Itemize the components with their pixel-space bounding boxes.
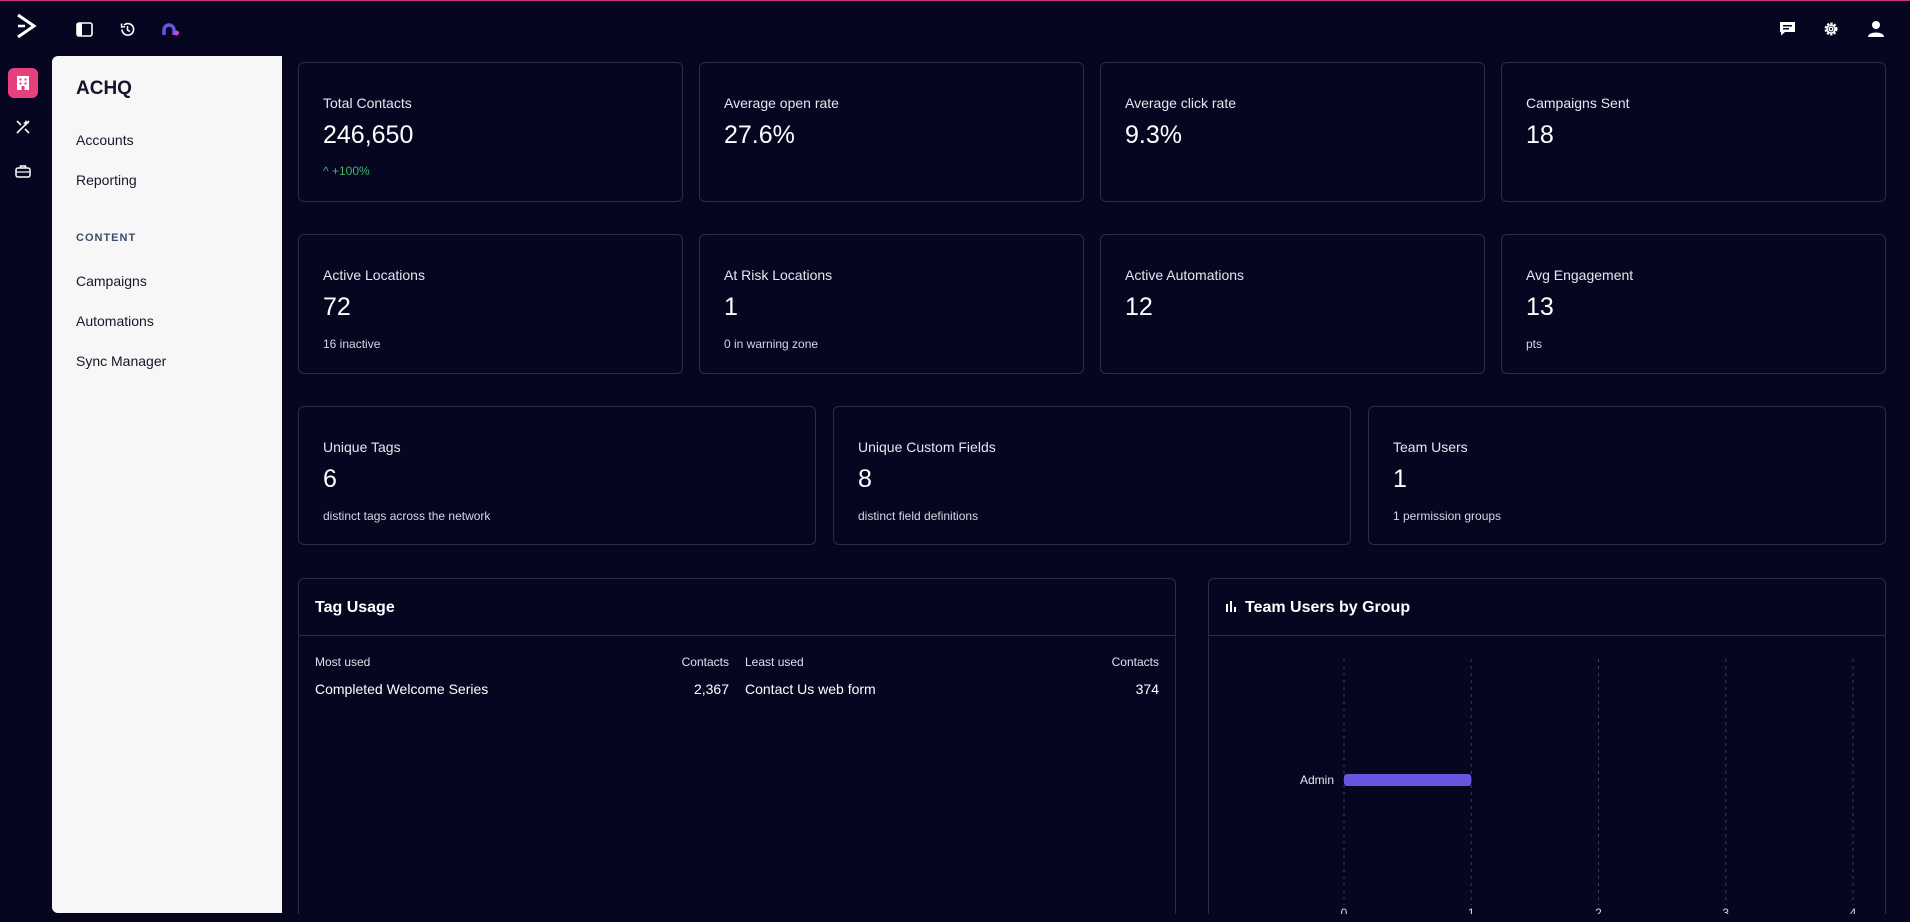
chat-icon[interactable] xyxy=(1776,18,1798,40)
stat-card-average-open-rate[interactable]: Average open rate 27.6% xyxy=(699,62,1084,202)
sidebar-item-campaigns[interactable]: Campaigns xyxy=(76,273,147,289)
stat-card-team-users[interactable]: Team Users 1 1 permission groups xyxy=(1368,406,1886,545)
stat-value: 6 xyxy=(323,465,337,493)
stat-value: 8 xyxy=(858,465,872,493)
stat-label: Unique Custom Fields xyxy=(858,439,996,455)
sidebar-item-reporting[interactable]: Reporting xyxy=(76,172,137,188)
stat-value: 12 xyxy=(1125,293,1153,321)
most-used-header: Most used xyxy=(315,655,371,669)
panel-title: Tag Usage xyxy=(315,599,395,616)
x-tick-label: 3 xyxy=(1722,906,1729,914)
stat-value: 27.6% xyxy=(724,121,795,149)
stat-card-at-risk-locations[interactable]: At Risk Locations 1 0 in warning zone xyxy=(699,234,1084,374)
stat-label: Total Contacts xyxy=(323,95,412,111)
stat-value: 13 xyxy=(1526,293,1554,321)
sidebar-title: ACHQ xyxy=(76,78,132,99)
stat-card-avg-engagement[interactable]: Avg Engagement 13 pts xyxy=(1501,234,1886,374)
stat-label: Average open rate xyxy=(724,95,839,111)
sidebar-toggle-icon[interactable] xyxy=(73,18,95,40)
x-tick-label: 0 xyxy=(1341,906,1348,914)
stat-label: Unique Tags xyxy=(323,439,401,455)
stat-label: Campaigns Sent xyxy=(1526,95,1630,111)
most-used-count: 2,367 xyxy=(693,681,729,697)
stat-label: Active Locations xyxy=(323,267,425,283)
top-bar xyxy=(0,1,1910,55)
least-used-count: 374 xyxy=(1135,681,1159,697)
trend-indicator: ^ +100% xyxy=(323,164,370,178)
app-switch-icon[interactable] xyxy=(160,18,182,40)
user-icon[interactable] xyxy=(1864,17,1888,41)
sidebar-section-content: CONTENT xyxy=(76,232,137,244)
stat-label: Team Users xyxy=(1393,439,1468,455)
building-icon[interactable] xyxy=(8,68,38,98)
x-tick-label: 4 xyxy=(1850,906,1857,914)
stat-card-unique-tags[interactable]: Unique Tags 6 distinct tags across the n… xyxy=(298,406,816,545)
panel-title: Team Users by Group xyxy=(1245,599,1411,616)
magic-tools-icon[interactable] xyxy=(8,112,38,142)
contacts-header: Contacts xyxy=(681,655,729,669)
stat-card-active-automations[interactable]: Active Automations 12 xyxy=(1100,234,1485,374)
tag-usage-panel: Tag Usage Most used Contacts Least used … xyxy=(298,578,1176,914)
team-users-panel: Team Users by Group 0 1 2 3 4 Admin xyxy=(1208,578,1886,914)
stat-label: At Risk Locations xyxy=(724,267,833,283)
bar-admin[interactable] xyxy=(1344,774,1472,786)
stat-value: 9.3% xyxy=(1125,121,1182,149)
sidebar-item-sync-manager[interactable]: Sync Manager xyxy=(76,353,167,369)
least-used-tag: Contact Us web form xyxy=(745,681,876,697)
sidebar-item-automations[interactable]: Automations xyxy=(76,313,154,329)
left-rail xyxy=(0,56,52,922)
x-tick-label: 2 xyxy=(1595,906,1602,914)
briefcase-icon[interactable] xyxy=(8,156,38,186)
panel-header: Tag Usage xyxy=(299,579,1175,636)
stat-value: 72 xyxy=(323,293,351,321)
stat-value: 1 xyxy=(724,293,738,321)
top-accent-line xyxy=(0,0,1910,1)
stat-value: 18 xyxy=(1526,121,1554,149)
sidebar: ACHQ Accounts Reporting CONTENT Campaign… xyxy=(52,56,282,913)
stat-label: Active Automations xyxy=(1125,267,1245,283)
gear-icon[interactable] xyxy=(1820,18,1842,40)
contacts-header: Contacts xyxy=(1111,655,1159,669)
y-category-label: Admin xyxy=(1300,773,1334,787)
stat-subtext: pts xyxy=(1526,337,1543,351)
panel-header: Team Users by Group xyxy=(1209,579,1885,636)
team-users-chart: 0 1 2 3 4 Admin xyxy=(1300,659,1857,914)
stat-subtext: distinct field definitions xyxy=(858,509,979,523)
least-used-header: Least used xyxy=(745,655,804,669)
activecampaign-logo-icon[interactable] xyxy=(12,12,40,40)
stat-card-unique-custom-fields[interactable]: Unique Custom Fields 8 distinct field de… xyxy=(833,406,1351,545)
stat-subtext: distinct tags across the network xyxy=(323,509,491,523)
stat-value: 246,650 xyxy=(323,121,414,149)
stat-card-average-click-rate[interactable]: Average click rate 9.3% xyxy=(1100,62,1485,202)
stat-label: Average click rate xyxy=(1125,95,1237,111)
stat-subtext: 16 inactive xyxy=(323,337,381,351)
history-icon[interactable] xyxy=(116,18,138,40)
stat-subtext: 0 in warning zone xyxy=(724,337,819,351)
most-used-tag: Completed Welcome Series xyxy=(315,681,489,697)
stat-card-total-contacts[interactable]: Total Contacts 246,650 ^ +100% xyxy=(298,62,683,202)
stat-subtext: 1 permission groups xyxy=(1393,509,1502,523)
stat-value: 1 xyxy=(1393,465,1407,493)
stat-card-active-locations[interactable]: Active Locations 72 16 inactive xyxy=(298,234,683,374)
x-tick-label: 1 xyxy=(1468,906,1475,914)
bar-chart-icon xyxy=(1225,600,1237,618)
sidebar-item-accounts[interactable]: Accounts xyxy=(76,132,134,148)
stat-label: Avg Engagement xyxy=(1526,267,1634,283)
stat-card-campaigns-sent[interactable]: Campaigns Sent 18 xyxy=(1501,62,1886,202)
